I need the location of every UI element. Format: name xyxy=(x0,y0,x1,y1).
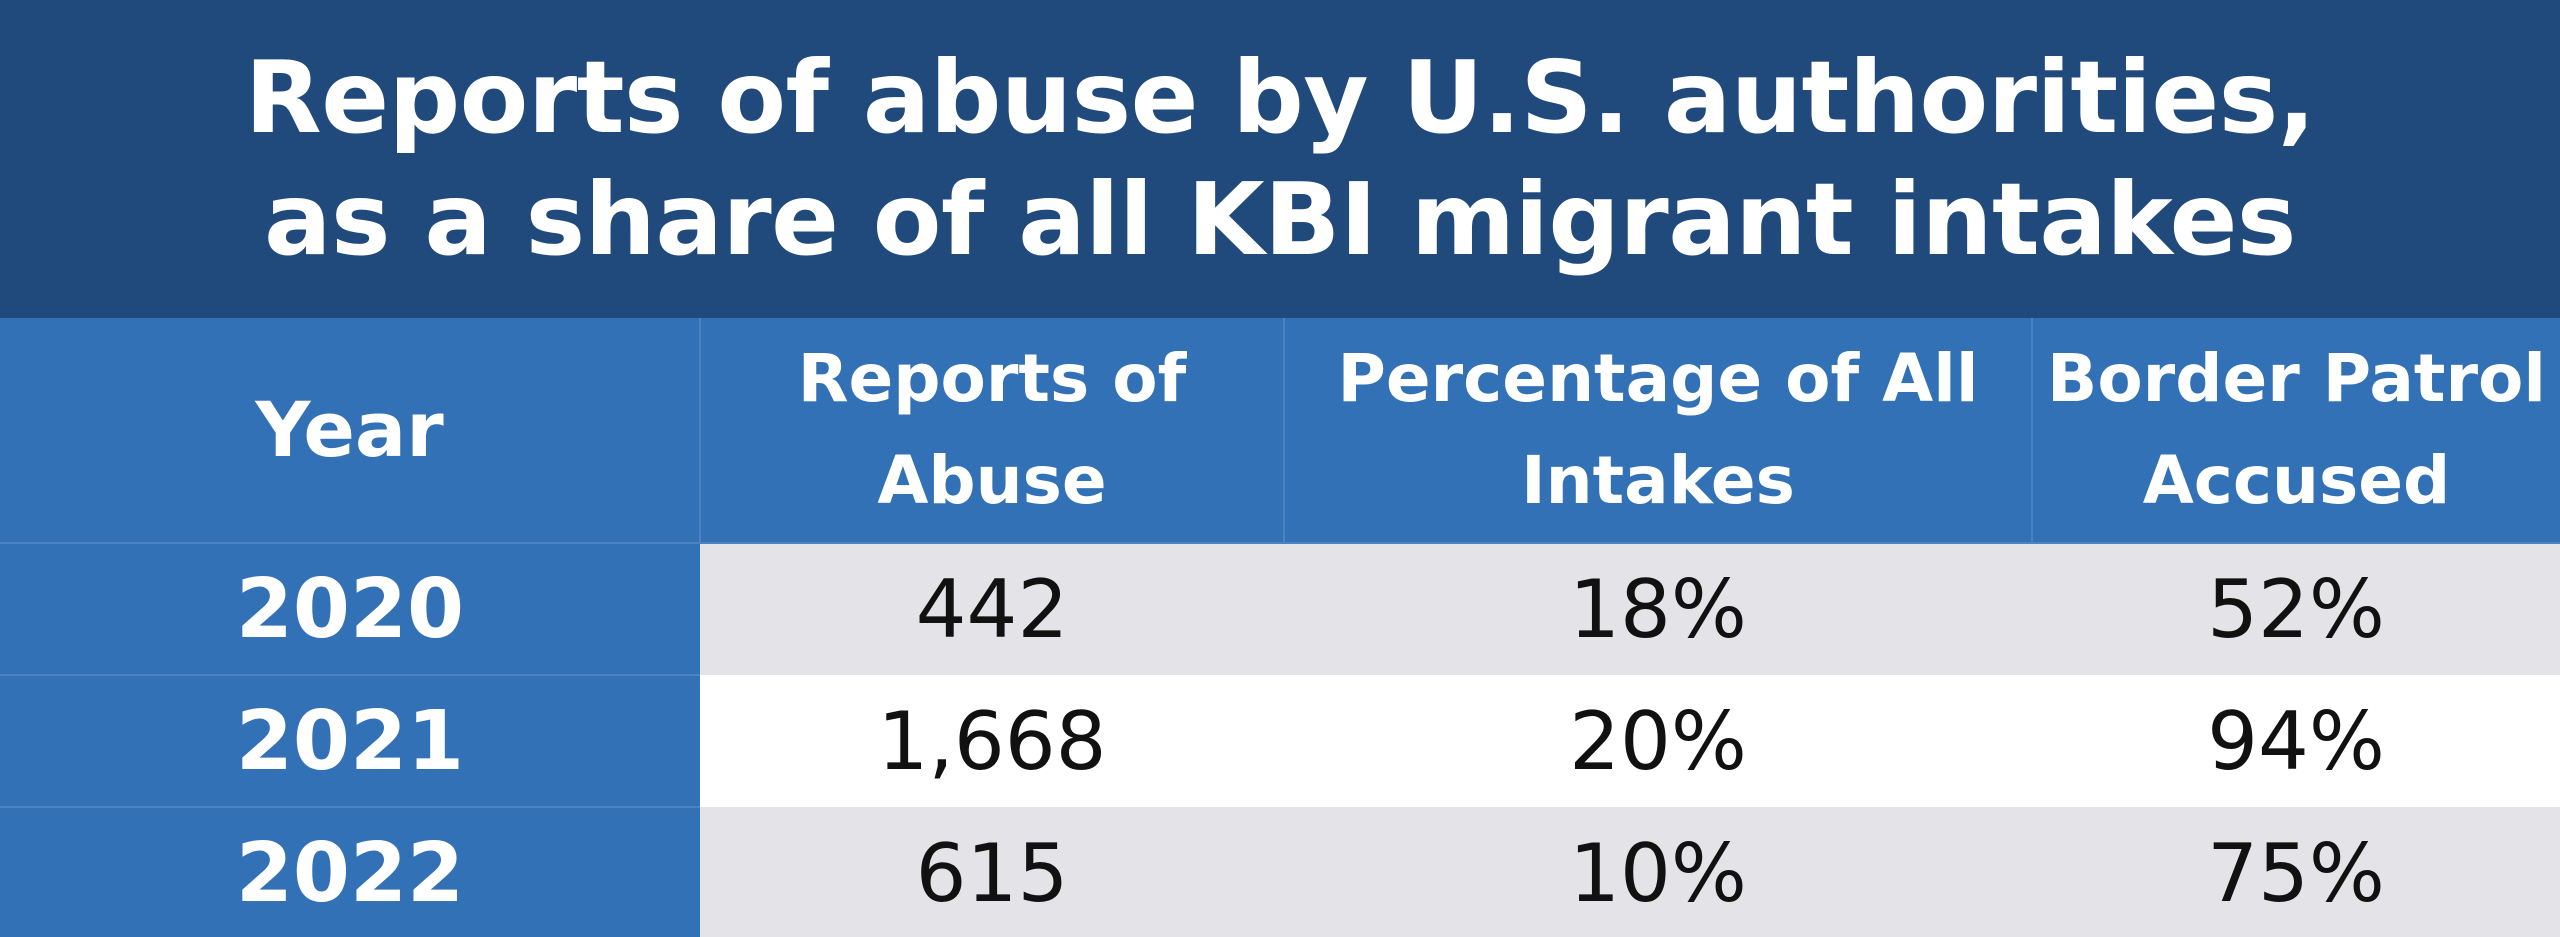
column-header-border-patrol-line-2: Accused xyxy=(2142,442,2451,519)
percentage-cell: 20% xyxy=(1284,675,2032,807)
header-row: Year Reports of Abuse Percentage of All … xyxy=(0,318,2560,544)
title-line-2: as a share of all KBI migrant intakes xyxy=(264,161,2296,278)
column-header-border-patrol-line-1: Border Patrol xyxy=(2047,340,2546,417)
border-patrol-cell: 75% xyxy=(2032,807,2560,937)
border-patrol-cell: 94% xyxy=(2032,675,2560,807)
column-header-year-line-1: Year xyxy=(255,385,444,474)
border-patrol-cell: 52% xyxy=(2032,543,2560,675)
table-row-2021: 2021 1,668 20% 94% xyxy=(0,675,2560,808)
percentage-cell: 18% xyxy=(1284,543,2032,675)
year-cell: 2020 xyxy=(0,543,700,676)
reports-cell: 1,668 xyxy=(700,675,1284,807)
data-table: Year Reports of Abuse Percentage of All … xyxy=(0,318,2560,937)
column-header-year: Year xyxy=(0,318,701,544)
column-header-reports-line-2: Abuse xyxy=(877,442,1107,519)
column-header-percentage-of-all-intakes: Percentage of All Intakes xyxy=(1284,318,2033,544)
table-body: 2020 442 18% 52% 2021 1,668 20% 94% 2022… xyxy=(0,543,2560,937)
column-header-percentage-line-2: Intakes xyxy=(1521,442,1795,519)
percentage-cell: 10% xyxy=(1284,807,2032,937)
table-row-2020: 2020 442 18% 52% xyxy=(0,543,2560,676)
table-header: Year Reports of Abuse Percentage of All … xyxy=(0,318,2560,544)
year-cell: 2021 xyxy=(0,675,700,808)
column-header-border-patrol-accused: Border Patrol Accused xyxy=(2032,318,2560,544)
table-row-2022: 2022 615 10% 75% xyxy=(0,807,2560,937)
column-header-reports-line-1: Reports of xyxy=(797,340,1187,417)
reports-cell: 442 xyxy=(700,543,1284,675)
year-cell: 2022 xyxy=(0,807,700,937)
title-line-1: Reports of abuse by U.S. authorities, xyxy=(244,39,2316,156)
column-header-reports-of-abuse: Reports of Abuse xyxy=(700,318,1285,544)
column-header-percentage-line-1: Percentage of All xyxy=(1337,340,1979,417)
reports-cell: 615 xyxy=(700,807,1284,937)
title-banner: Reports of abuse by U.S. authorities, as… xyxy=(0,0,2560,318)
